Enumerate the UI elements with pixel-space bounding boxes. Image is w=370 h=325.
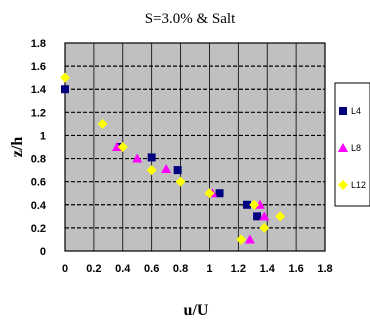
legend-marker: [339, 107, 347, 115]
legend-marker: [338, 180, 348, 190]
x-axis-ticks: 0 0.2 0.4 0.6 0.8 1 1.2 1.4 1.6 1.8: [62, 263, 333, 275]
y-axis-ticks: 0 0.2 0.4 0.6 0.8 1 1.2 1.4 1.6 1.8: [31, 38, 47, 258]
data-point: [215, 189, 224, 198]
plot-area: [64, 42, 326, 252]
y-tick-label: 1.4: [31, 84, 47, 96]
data-point: [97, 118, 108, 129]
x-tick-label: 1: [206, 263, 212, 275]
data-point: [204, 188, 215, 199]
chart-title: S=3.0% & Salt: [145, 11, 236, 27]
data-point: [147, 153, 156, 162]
data-point: [275, 211, 286, 222]
x-tick-label: 1.4: [260, 263, 276, 275]
data-point: [161, 163, 172, 173]
x-tick-label: 0: [62, 263, 68, 275]
data-point: [255, 199, 265, 209]
data-point: [132, 153, 143, 163]
plot-background: [64, 42, 326, 252]
data-point: [61, 85, 69, 94]
legend: L4 L8 L12: [334, 82, 370, 207]
data-point: [112, 142, 122, 151]
y-tick-label: 0.8: [31, 154, 46, 166]
data-point: [244, 234, 255, 244]
data-point: [259, 222, 270, 233]
legend-box: [334, 82, 370, 207]
data-point: [259, 211, 270, 221]
data-point: [117, 142, 128, 152]
x-tick-label: 0.6: [144, 263, 159, 275]
y-tick-label: 1.2: [31, 107, 46, 119]
x-tick-label: 1.6: [288, 263, 303, 275]
legend-label: L8: [351, 143, 361, 153]
data-point: [236, 234, 247, 245]
series-l12: [60, 72, 286, 245]
y-tick-label: 0.4: [31, 200, 47, 212]
data-point: [173, 166, 182, 175]
y-tick-label: 1.8: [31, 38, 46, 50]
data-point: [253, 212, 262, 221]
y-tick-label: 0: [40, 246, 46, 258]
data-point: [146, 165, 157, 176]
y-tick-label: 1.6: [31, 61, 46, 73]
data-point: [249, 199, 260, 210]
data-point: [60, 72, 70, 83]
legend-label: L4: [351, 106, 361, 116]
data-point: [243, 200, 251, 209]
y-axis-label: z/h: [9, 137, 26, 158]
legend-marker: [338, 143, 348, 152]
x-axis-label: u/U: [184, 302, 209, 319]
x-tick-label: 0.2: [86, 263, 101, 275]
plot-border: [64, 42, 326, 252]
y-tick-label: 0.2: [31, 223, 46, 235]
x-tick-label: 1.8: [317, 263, 332, 275]
y-tick-label: 1: [40, 130, 46, 142]
y-tick-label: 0.6: [31, 177, 46, 189]
legend-label: L12: [351, 180, 366, 190]
series-layer: [60, 72, 286, 245]
data-point: [175, 176, 186, 187]
x-tick-label: 0.4: [115, 263, 131, 275]
x-tick-label: 1.2: [231, 263, 246, 275]
x-tick-label: 0.8: [173, 263, 188, 275]
